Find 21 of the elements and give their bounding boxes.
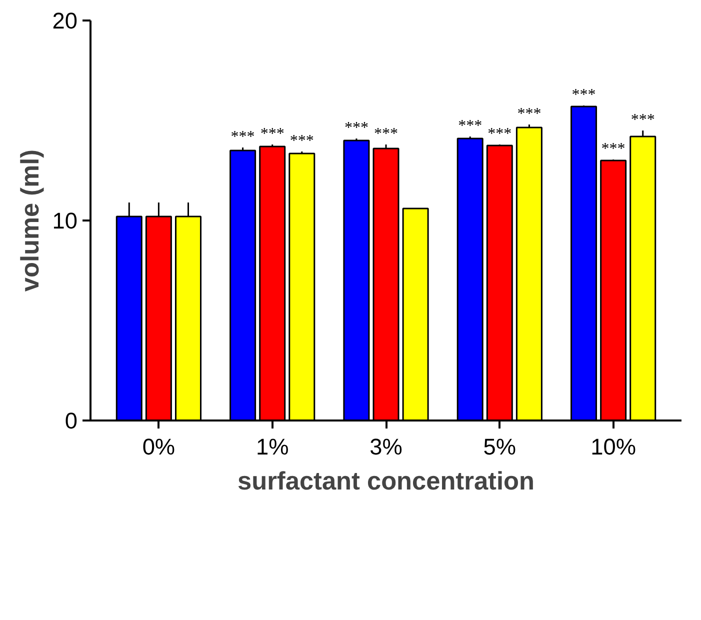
y-tick-label: 20 (52, 8, 78, 34)
data-label: *** (517, 106, 542, 122)
data-label: *** (630, 112, 655, 128)
y-axis-title: volume (ml) (16, 149, 44, 292)
x-tick-label: 1% (256, 434, 289, 460)
data-label: *** (374, 126, 398, 142)
x-axis-title: surfactant concentration (238, 468, 534, 496)
y-tick-label: 10 (52, 208, 78, 234)
data-label: *** (488, 126, 512, 142)
y-tick-label: 0 (64, 408, 78, 434)
x-tick-label: 3% (370, 434, 402, 460)
data-label: *** (572, 86, 596, 104)
data-label: *** (260, 126, 284, 142)
x-tick-label: 10% (590, 434, 636, 460)
data-label: *** (344, 120, 368, 136)
data-label: *** (458, 118, 482, 134)
data-label: *** (601, 140, 626, 158)
data-label: *** (230, 128, 255, 146)
data-label: *** (290, 132, 314, 150)
x-tick-label: 0% (142, 434, 176, 460)
x-tick-label: 5% (483, 434, 516, 460)
